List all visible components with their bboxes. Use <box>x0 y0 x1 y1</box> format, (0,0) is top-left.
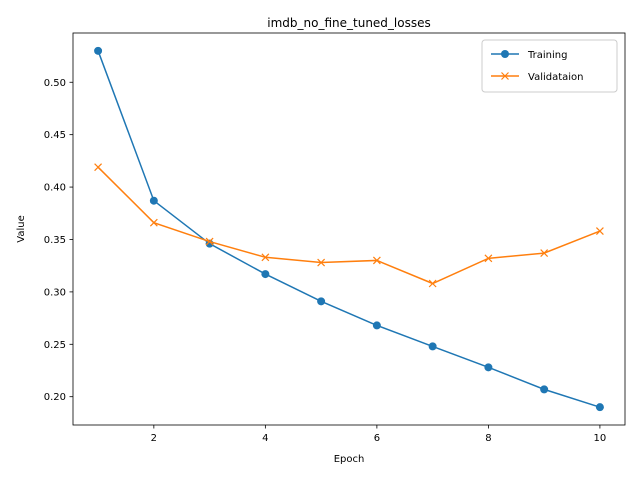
data-point <box>428 279 437 288</box>
x-tick-label: 6 <box>374 433 380 444</box>
legend-box <box>481 39 618 93</box>
data-point <box>372 256 381 265</box>
y-tick-label: 0.30 <box>44 287 66 298</box>
data-point <box>94 163 103 172</box>
legend-marker <box>501 72 509 80</box>
x-axis-title: Epoch <box>334 454 365 465</box>
y-tick-label: 0.50 <box>44 78 66 89</box>
data-point <box>149 196 158 205</box>
y-tick-label: 0.45 <box>44 130 66 141</box>
data-point <box>540 385 549 394</box>
plot-area <box>73 33 625 425</box>
legend: Training Validataion <box>481 39 618 93</box>
data-point <box>317 258 326 267</box>
y-tick-label: 0.40 <box>44 183 66 194</box>
data-point <box>261 270 270 279</box>
y-tick-label: 0.35 <box>44 235 66 246</box>
y-tick-label: 0.25 <box>44 340 66 351</box>
chart-title: imdb_no_fine_tuned_losses <box>267 16 430 30</box>
data-point <box>595 403 604 412</box>
data-point <box>94 46 103 55</box>
series-layer <box>94 46 604 412</box>
series-validataion <box>94 163 604 288</box>
series-line-validataion <box>97 166 601 285</box>
data-point <box>205 237 214 246</box>
x-tick-label: 8 <box>485 433 491 444</box>
x-tick-label: 10 <box>594 433 607 444</box>
x-tick-label: 2 <box>151 433 157 444</box>
data-point <box>261 253 270 262</box>
x-tick-label: 4 <box>262 433 268 444</box>
data-point <box>595 227 604 236</box>
legend-label: Validataion <box>528 72 584 83</box>
data-point <box>149 218 158 227</box>
data-point <box>540 249 549 258</box>
data-point <box>428 342 437 351</box>
axes-layer: 2 4 6 8 10 0.20 0.25 0.30 0.35 0.40 0.45 0.50 <box>44 32 626 444</box>
data-point <box>317 297 326 306</box>
series-line-training <box>97 50 601 408</box>
axes-frame <box>72 32 626 426</box>
data-point <box>372 321 381 330</box>
legend-label: Training <box>527 50 567 61</box>
data-point <box>484 254 493 263</box>
data-point <box>484 363 493 372</box>
legend-marker <box>501 50 509 58</box>
y-tick-label: 0.20 <box>44 392 66 403</box>
y-axis-title: Value <box>16 215 27 242</box>
